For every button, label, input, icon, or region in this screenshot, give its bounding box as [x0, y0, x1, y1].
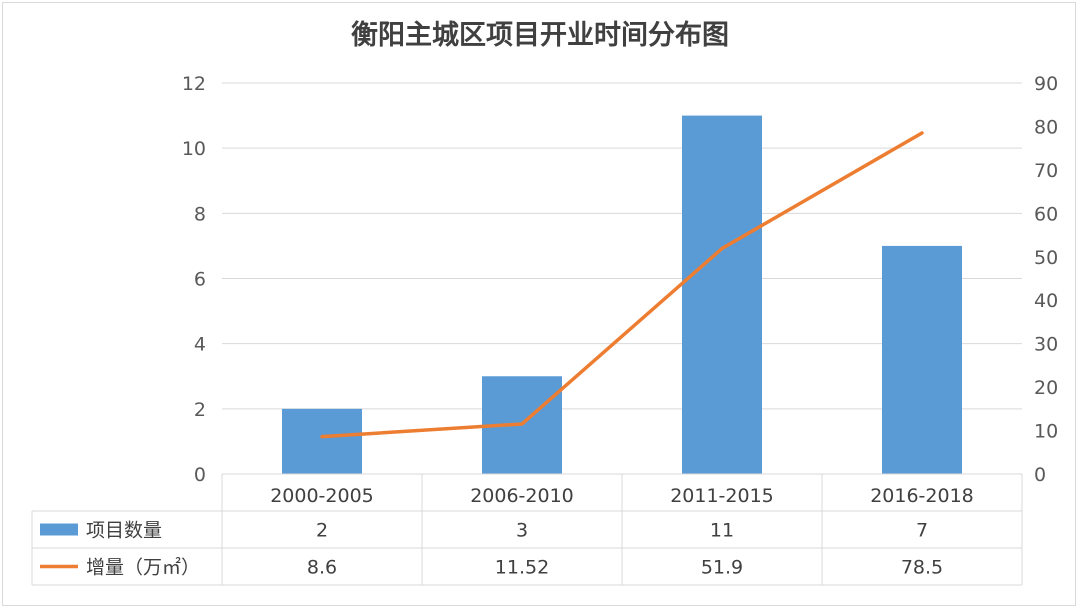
right-tick-label: 60 [1034, 203, 1058, 225]
right-tick-label: 80 [1034, 116, 1058, 138]
left-tick-label: 4 [194, 334, 206, 356]
data-label: 11 [710, 520, 734, 542]
data-label: 7 [916, 520, 928, 542]
right-tick-label: 10 [1034, 421, 1058, 443]
bar [882, 245, 962, 474]
legend-series-name: 增量（万㎡） [86, 556, 200, 579]
data-label: 3 [516, 520, 528, 542]
right-tick-label: 90 [1034, 73, 1058, 95]
right-axis-ticks: 0 10 20 30 40 50 60 70 80 90 [1034, 73, 1058, 486]
category-label: 2016-2018 [870, 485, 974, 507]
category-label: 2011-2015 [670, 485, 774, 507]
left-axis-ticks: 0 2 4 6 8 10 12 [182, 73, 206, 486]
data-label: 78.5 [901, 557, 943, 579]
data-label: 2 [316, 520, 328, 542]
right-tick-label: 0 [1034, 464, 1046, 486]
left-tick-label: 0 [194, 464, 206, 486]
left-tick-label: 12 [182, 73, 206, 95]
right-tick-label: 40 [1034, 290, 1058, 312]
right-tick-label: 30 [1034, 334, 1058, 356]
legend-series-name: 项目数量 [86, 520, 162, 542]
chart-title: 衡阳主城区项目开业时间分布图 [351, 20, 729, 51]
line-series [320, 131, 924, 439]
right-tick-label: 50 [1034, 247, 1058, 269]
bar-series [282, 115, 962, 474]
left-tick-label: 8 [194, 203, 206, 225]
data-label: 51.9 [701, 557, 743, 579]
series-line [320, 131, 924, 439]
category-label: 2006-2010 [470, 485, 574, 507]
bar [682, 115, 762, 474]
left-tick-label: 2 [194, 399, 206, 421]
data-table: 2000-2005 2006-2010 2011-2015 2016-2018 项目数量… [31, 473, 1023, 586]
bar [282, 408, 362, 474]
legend-swatch-bar [40, 523, 78, 536]
right-tick-label: 70 [1034, 160, 1058, 182]
right-tick-label: 20 [1034, 377, 1058, 399]
left-tick-label: 6 [194, 269, 206, 291]
category-label: 2000-2005 [270, 485, 374, 507]
data-label: 11.52 [495, 557, 549, 579]
left-tick-label: 10 [182, 138, 206, 160]
data-label: 8.6 [307, 557, 337, 579]
